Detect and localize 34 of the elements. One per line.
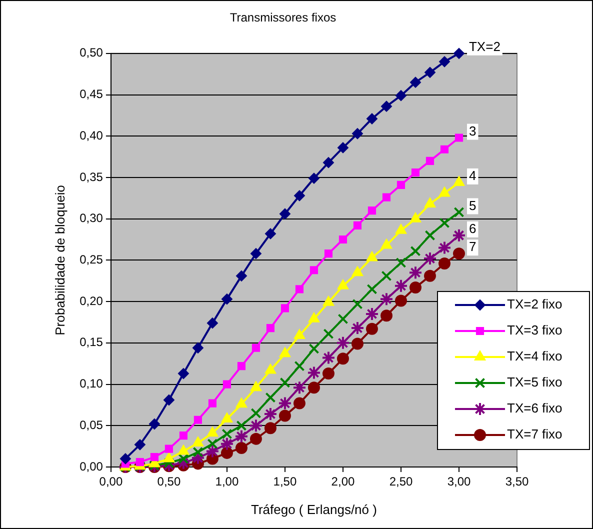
x-tick-label: 1,50: [273, 474, 297, 489]
annotation: 4: [468, 168, 476, 184]
y-tick-label: 0,30: [80, 211, 104, 226]
x-tick-label: 3,50: [505, 474, 529, 489]
annotation: 6: [468, 220, 476, 236]
y-tick-label: 0,45: [80, 87, 104, 102]
legend-label: TX=7 fixo: [507, 426, 562, 442]
legend-label: TX=2 fixo: [507, 296, 562, 312]
chart-title: Transmissores fixos: [230, 10, 336, 25]
x-tick-label: 3,00: [447, 474, 471, 489]
x-tick-label: 0,50: [157, 474, 181, 489]
legend-label: TX=4 fixo: [507, 348, 562, 364]
x-tick-label: 2,50: [389, 474, 413, 489]
y-tick-label: 0,50: [80, 46, 104, 60]
y-tick-label: 0,40: [80, 128, 104, 142]
annotation: 7: [468, 239, 476, 254]
y-tick-label: 0,25: [80, 252, 104, 267]
x-tick-label: 2,00: [331, 474, 355, 489]
annotation: 3: [468, 123, 476, 138]
y-tick-label: 0,05: [80, 418, 104, 432]
x-tick-label: 0,00: [99, 474, 123, 489]
annotation: TX=2: [468, 38, 500, 54]
y-tick-label: 0,35: [80, 170, 104, 184]
legend-label: TX=6 fixo: [507, 400, 562, 416]
y-tick-label: 0,10: [80, 376, 104, 391]
y-tick-label: 0,15: [80, 335, 104, 350]
y-axis-title: Probabilidade de bloqueio: [52, 185, 68, 336]
legend-label: TX=5 fixo: [507, 374, 562, 390]
annotation: 5: [468, 198, 476, 213]
y-tick-label: 0,20: [80, 294, 104, 308]
x-tick-label: 1,00: [215, 474, 239, 489]
legend-label: TX=3 fixo: [507, 322, 562, 338]
y-tick-label: 0,00: [80, 459, 104, 474]
x-axis-title: Tráfego ( Erlangs/nó ): [250, 502, 377, 517]
